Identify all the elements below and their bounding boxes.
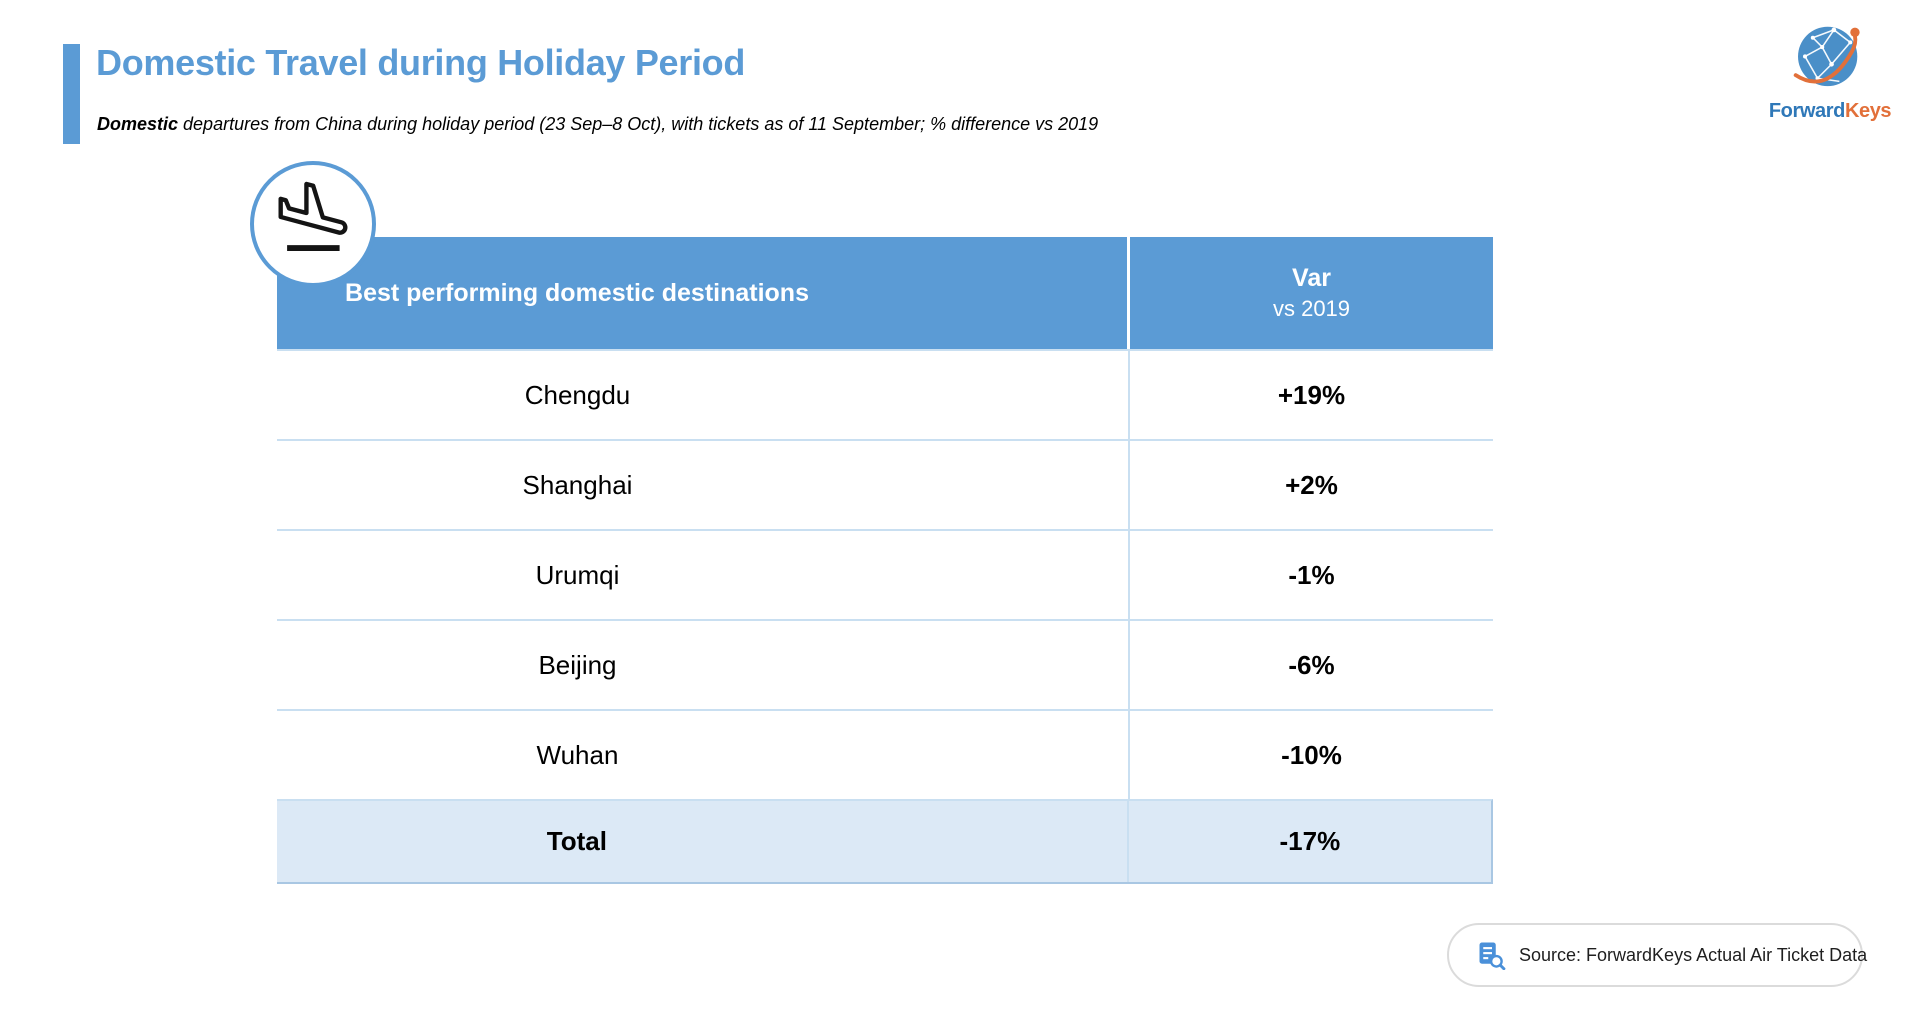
brand-part-forward: Forward	[1768, 100, 1846, 122]
destination-var: +2%	[1285, 469, 1338, 500]
destination-name: Shanghai	[277, 441, 1130, 529]
plane-landing-badge	[250, 161, 376, 287]
table-header-row: Best performing domestic destinations Va…	[277, 237, 1493, 349]
destination-var: -1%	[1288, 559, 1335, 590]
source-text: Source: ForwardKeys Actual Air Ticket Da…	[1519, 944, 1868, 965]
destination-name: Beijing	[277, 621, 1130, 709]
source-pill: Source: ForwardKeys Actual Air Ticket Da…	[1447, 923, 1867, 987]
page-subtitle: Domestic departures from China during ho…	[97, 114, 1098, 135]
brand-part-keys: Keys	[1844, 100, 1892, 122]
destination-name: Wuhan	[277, 711, 1130, 799]
destination-var: +19%	[1277, 379, 1346, 410]
title-accent-bar	[63, 44, 80, 144]
destinations-table: Best performing domestic destinations Va…	[277, 237, 1493, 884]
page-title: Domestic Travel during Holiday Period	[96, 42, 746, 83]
table-row: Wuhan -10%	[277, 709, 1493, 799]
globe-network-icon	[1793, 26, 1860, 87]
table-row: Shanghai +2%	[277, 439, 1493, 529]
brand-wordmark: ForwardKeys	[1760, 100, 1900, 123]
header-var-line1: Var	[1292, 264, 1331, 293]
subtitle-lead: Domestic	[97, 114, 179, 134]
plane-landing-icon	[278, 181, 348, 252]
destination-name: Chengdu	[277, 351, 1130, 439]
table-total-row: Total -17%	[277, 799, 1493, 884]
subtitle-rest: departures from China during holiday per…	[178, 114, 1099, 134]
destination-var: -6%	[1288, 649, 1335, 680]
forwardkeys-logo: ForwardKeys	[1760, 18, 1900, 123]
destination-var: -10%	[1281, 739, 1342, 770]
table-row: Beijing -6%	[277, 619, 1493, 709]
destination-name: Urumqi	[277, 531, 1130, 619]
header-destinations: Best performing domestic destinations	[277, 237, 1130, 349]
table-row: Chengdu +19%	[277, 349, 1493, 439]
document-search-icon	[1477, 940, 1507, 970]
total-var: -17%	[1279, 826, 1341, 856]
total-label: Total	[277, 801, 1129, 882]
header-var-line2: vs 2019	[1272, 295, 1351, 321]
table-row: Urumqi -1%	[277, 529, 1493, 619]
header-var: Var vs 2019	[1130, 237, 1493, 349]
